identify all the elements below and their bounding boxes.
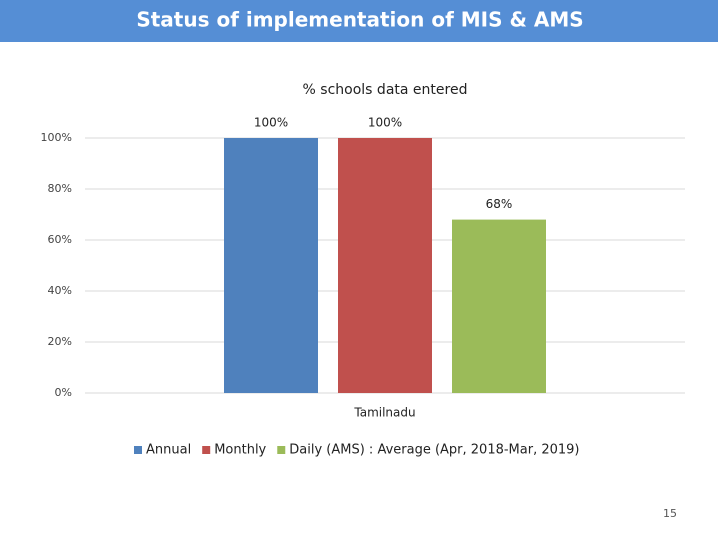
x-tick-label: Tamilnadu [353, 406, 415, 420]
bar [224, 138, 318, 393]
chart-title: % schools data entered [303, 82, 468, 98]
slide-title: Status of implementation of MIS & AMS [136, 8, 583, 32]
bar [452, 219, 546, 393]
y-tick-label: 40% [48, 284, 72, 297]
value-label: 100% [254, 116, 288, 130]
legend-swatch [134, 446, 142, 454]
legend-swatch [277, 446, 286, 454]
value-label: 100% [368, 116, 402, 130]
y-tick-label: 0% [55, 386, 72, 399]
value-label: 68% [486, 197, 513, 211]
y-tick-label: 60% [48, 233, 72, 246]
page-number: 15 [663, 507, 677, 520]
legend-swatch [202, 446, 211, 454]
legend-label: Monthly [214, 443, 266, 458]
y-tick-label: 80% [48, 182, 72, 195]
y-tick-label: 100% [41, 131, 72, 144]
legend-label: Daily (AMS) : Average (Apr, 2018-Mar, 20… [289, 443, 579, 458]
bar [338, 138, 432, 393]
legend-label: Annual [146, 443, 191, 458]
y-tick-label: 20% [48, 335, 72, 348]
header-bar [0, 0, 718, 42]
